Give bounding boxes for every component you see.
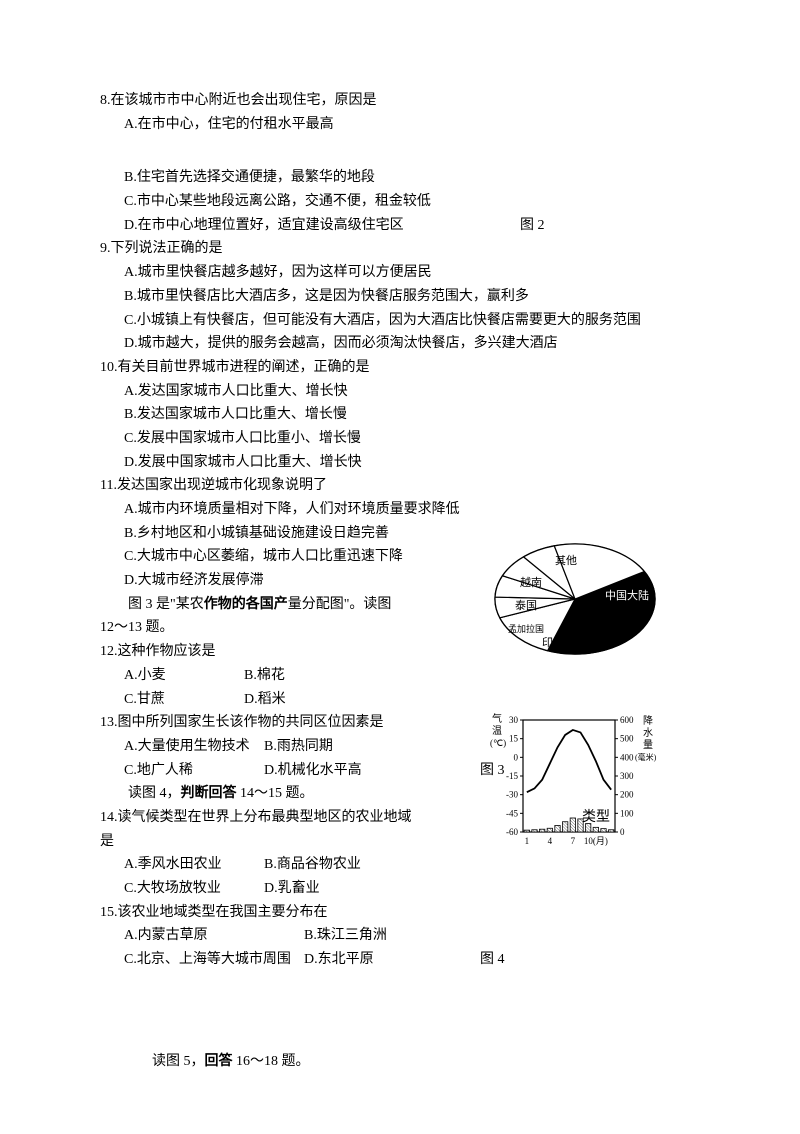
svg-text:其他: 其他 — [555, 554, 577, 567]
svg-text:中国大陆: 中国大陆 — [605, 588, 649, 602]
q12-opt-b: B.棉花 — [244, 665, 364, 687]
svg-text:15: 15 — [509, 734, 519, 744]
q15-opt-d: D.东北平原 — [304, 949, 444, 971]
svg-text:孟加拉国: 孟加拉国 — [508, 623, 544, 634]
q15-stem: 15.该农业地域类型在我国主要分布在 — [100, 902, 700, 924]
svg-text:30: 30 — [509, 715, 519, 725]
intro14-bold: 判断回答 — [181, 786, 237, 801]
q9-opt-a: A.城市里快餐店越多越好，因为这样可以方便居民 — [100, 262, 700, 284]
q14-opt-d: D.乳畜业 — [264, 878, 404, 900]
q8-opt-a: A.在市中心，住宅的付租水平最高 — [100, 114, 700, 136]
q11-stem: 11.发达国家出现逆城市化现象说明了 — [100, 475, 700, 497]
q10-opt-d: D.发展中国家城市人口比重大、增长快 — [100, 452, 700, 474]
svg-text:温: 温 — [492, 725, 502, 737]
q14-stem: 14.读气候类型在世界上分布最典型地区的农业地域 — [100, 810, 412, 825]
q14-opt-b: B.商品谷物农业 — [264, 854, 404, 876]
svg-text:0: 0 — [514, 752, 519, 762]
q10-stem: 10.有关目前世界城市进程的阐述，正确的是 — [100, 357, 700, 379]
q9-stem: 9.下列说法正确的是 — [100, 238, 700, 260]
figure-2-label: 图 2 — [520, 215, 545, 237]
figure-4-label: 图 4 — [480, 949, 505, 971]
q8-opt-b: B.住宅首先选择交通便捷，最繁华的地段 — [100, 167, 700, 189]
svg-text:-15: -15 — [506, 771, 518, 781]
svg-text:泰国: 泰国 — [515, 598, 537, 612]
svg-text:-30: -30 — [506, 790, 518, 800]
svg-text:10(月): 10(月) — [584, 836, 608, 846]
svg-text:气: 气 — [492, 712, 502, 725]
q9-opt-c: C.小城镇上有快餐店，但可能没有大酒店，因为大酒店比快餐店需要更大的服务范围 — [100, 310, 700, 332]
svg-text:7: 7 — [571, 836, 576, 846]
intro12-bold: 作物的各国产 — [204, 597, 288, 612]
svg-text:印度: 印度 — [585, 633, 607, 647]
q14-opt-a: A.季风水田农业 — [124, 854, 264, 876]
intro16-post: 16～18 题。 — [233, 1054, 310, 1069]
svg-text:4: 4 — [548, 836, 553, 846]
q11-opt-a: A.城市内环境质量相对下降，人们对环境质量要求降低 — [100, 499, 700, 521]
q8-opt-c: C.市中心某些地段远离公路，交通不便，租金较低 — [100, 191, 700, 213]
q13-opt-c: C.地广人稀 — [124, 760, 264, 782]
q15-opt-a: A.内蒙古草原 — [124, 925, 304, 947]
q10-opt-c: C.发展中国家城市人口比重小、增长慢 — [100, 428, 700, 450]
q14-opt-c: C.大牧场放牧业 — [124, 878, 264, 900]
svg-text:(毫米): (毫米) — [635, 752, 657, 762]
svg-text:600: 600 — [620, 715, 634, 725]
intro14-post: 14～15 题。 — [237, 786, 314, 801]
figure-4-climate-chart: 30150-15-30-45-6060050040030020010001471… — [490, 710, 660, 865]
intro16-bold: 回答 — [205, 1054, 233, 1069]
q9-opt-d: D.城市越大，提供的服务会越高，因而必须淘汰快餐店，多兴建大酒店 — [100, 333, 700, 355]
q13-opt-a: A.大量使用生物技术 — [124, 736, 264, 758]
svg-text:水: 水 — [643, 727, 653, 739]
svg-text:500: 500 — [620, 734, 634, 744]
svg-text:300: 300 — [620, 771, 634, 781]
intro12-post: 量分配图"。读图 — [288, 597, 392, 612]
q8-opt-d: D.在市中心地理位置好，适宜建设高级住宅区 — [100, 215, 404, 237]
q15-opt-c: C.北京、上海等大城市周围 — [124, 949, 304, 971]
q12-opt-c: C.甘蔗 — [124, 689, 244, 711]
figure-3-pie-chart: 中国大陆印度 印尼 孟加拉国 泰国 越南其他 — [490, 524, 680, 679]
q12-opt-a: A.小麦 — [124, 665, 244, 687]
q8-stem: 8.在该城市市中心附近也会出现住宅，原因是 — [100, 90, 700, 112]
q10-opt-b: B.发达国家城市人口比重大、增长慢 — [100, 404, 700, 426]
q9-opt-b: B.城市里快餐店比大酒店多，这是因为快餐店服务范围大，赢利多 — [100, 286, 700, 308]
intro12-pre: 图 3 是"某农 — [100, 597, 204, 612]
q12-opt-d: D.稻米 — [244, 689, 364, 711]
svg-text:降: 降 — [643, 714, 653, 727]
q10-opt-a: A.发达国家城市人口比重大、增长快 — [100, 381, 700, 403]
q15-opt-b: B.珠江三角洲 — [304, 925, 444, 947]
svg-text:1: 1 — [525, 836, 530, 846]
svg-text:印尼: 印尼 — [542, 636, 564, 649]
q14-stem-right: 类型 — [582, 807, 610, 829]
intro16-pre: 读图 5， — [124, 1054, 205, 1069]
svg-text:400: 400 — [620, 752, 634, 762]
q13-opt-b: B.雨热同期 — [264, 736, 404, 758]
svg-text:越南: 越南 — [520, 575, 542, 589]
svg-text:量: 量 — [643, 739, 653, 751]
svg-text:200: 200 — [620, 790, 634, 800]
intro14-pre: 读图 4， — [100, 786, 181, 801]
q13-opt-d: D.机械化水平高 — [264, 760, 404, 782]
svg-text:(℃): (℃) — [490, 738, 506, 748]
